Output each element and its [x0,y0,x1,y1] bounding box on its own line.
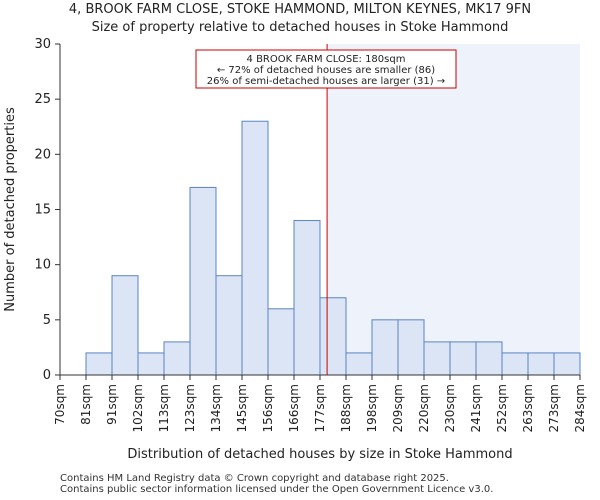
bar-198sqm [371,319,399,376]
footer-line-1: Contains HM Land Registry data © Crown c… [60,473,449,484]
y-axis-label: Number of detached properties [3,107,18,312]
bar-273sqm [553,352,581,376]
bar-113sqm [163,341,191,376]
x-tick-label-134sqm: 134sqm [209,384,223,432]
bar-156sqm [267,308,295,376]
y-tick-label-25: 25 [34,92,51,107]
bar-220sqm [423,341,451,376]
x-tick-label-102sqm: 102sqm [131,384,145,432]
y-tick-label-30: 30 [34,37,51,52]
annotation-line-3: 26% of semi-detached houses are larger (… [207,76,445,87]
highlight-region [327,44,580,375]
y-tick-label-5: 5 [43,313,51,328]
bar-123sqm [189,186,217,376]
bar-81sqm [85,352,113,376]
x-tick-label-91sqm: 91sqm [105,384,119,425]
x-tick-label-220sqm: 220sqm [417,384,431,432]
bar-252sqm [501,352,529,376]
bar-102sqm [137,352,165,376]
y-tick-label-15: 15 [34,203,51,218]
bar-145sqm [241,120,269,376]
y-tick-label-0: 0 [43,368,51,383]
x-tick-label-123sqm: 123sqm [183,384,197,432]
x-tick-label-156sqm: 156sqm [261,384,275,432]
x-tick-label-230sqm: 230sqm [443,384,457,432]
histogram-chart: 0 5 10 15 20 25 30 70sqm 81sqm 91sqm 102sqm 113sqm 1… [3,37,587,462]
annotation-line-1: 4 BROOK FARM CLOSE: 180sqm [247,54,406,65]
bar-241sqm [475,341,503,376]
x-tick-label-252sqm: 252sqm [495,384,509,432]
y-tick-label-20: 20 [34,147,51,162]
x-tick-label-113sqm: 113sqm [157,384,171,432]
x-tick-label-241sqm: 241sqm [469,384,483,432]
x-tick-label-263sqm: 263sqm [521,384,535,432]
x-tick-label-70sqm: 70sqm [53,384,67,425]
x-tick-label-188sqm: 188sqm [339,384,353,432]
x-tick-label-145sqm: 145sqm [235,384,249,432]
bar-263sqm [527,352,555,376]
x-tick-label-273sqm: 273sqm [547,384,561,432]
y-tick-label-10: 10 [34,258,51,273]
annotation-line-2: ← 72% of detached houses are smaller (86… [217,65,435,76]
bar-91sqm [111,275,139,376]
bar-230sqm [449,341,477,376]
x-tick-label-81sqm: 81sqm [79,384,93,425]
chart-subtitle: Size of property relative to detached ho… [91,20,509,35]
chart-title: 4, BROOK FARM CLOSE, STOKE HAMMOND, MILT… [68,2,532,17]
x-tick-label-198sqm: 198sqm [365,384,379,432]
x-tick-label-209sqm: 209sqm [391,384,405,432]
bar-177sqm [319,297,347,376]
bar-188sqm [345,352,373,376]
x-tick-label-284sqm: 284sqm [573,384,587,432]
annotation-box [195,49,457,89]
bar-209sqm [397,319,425,376]
bar-134sqm [215,275,243,376]
x-tick-label-177sqm: 177sqm [313,384,327,432]
bar-166sqm [293,220,321,376]
x-axis-label: Distribution of detached houses by size … [127,447,512,462]
footer-line-2: Contains public sector information licen… [60,484,494,495]
x-tick-label-166sqm: 166sqm [287,384,301,432]
